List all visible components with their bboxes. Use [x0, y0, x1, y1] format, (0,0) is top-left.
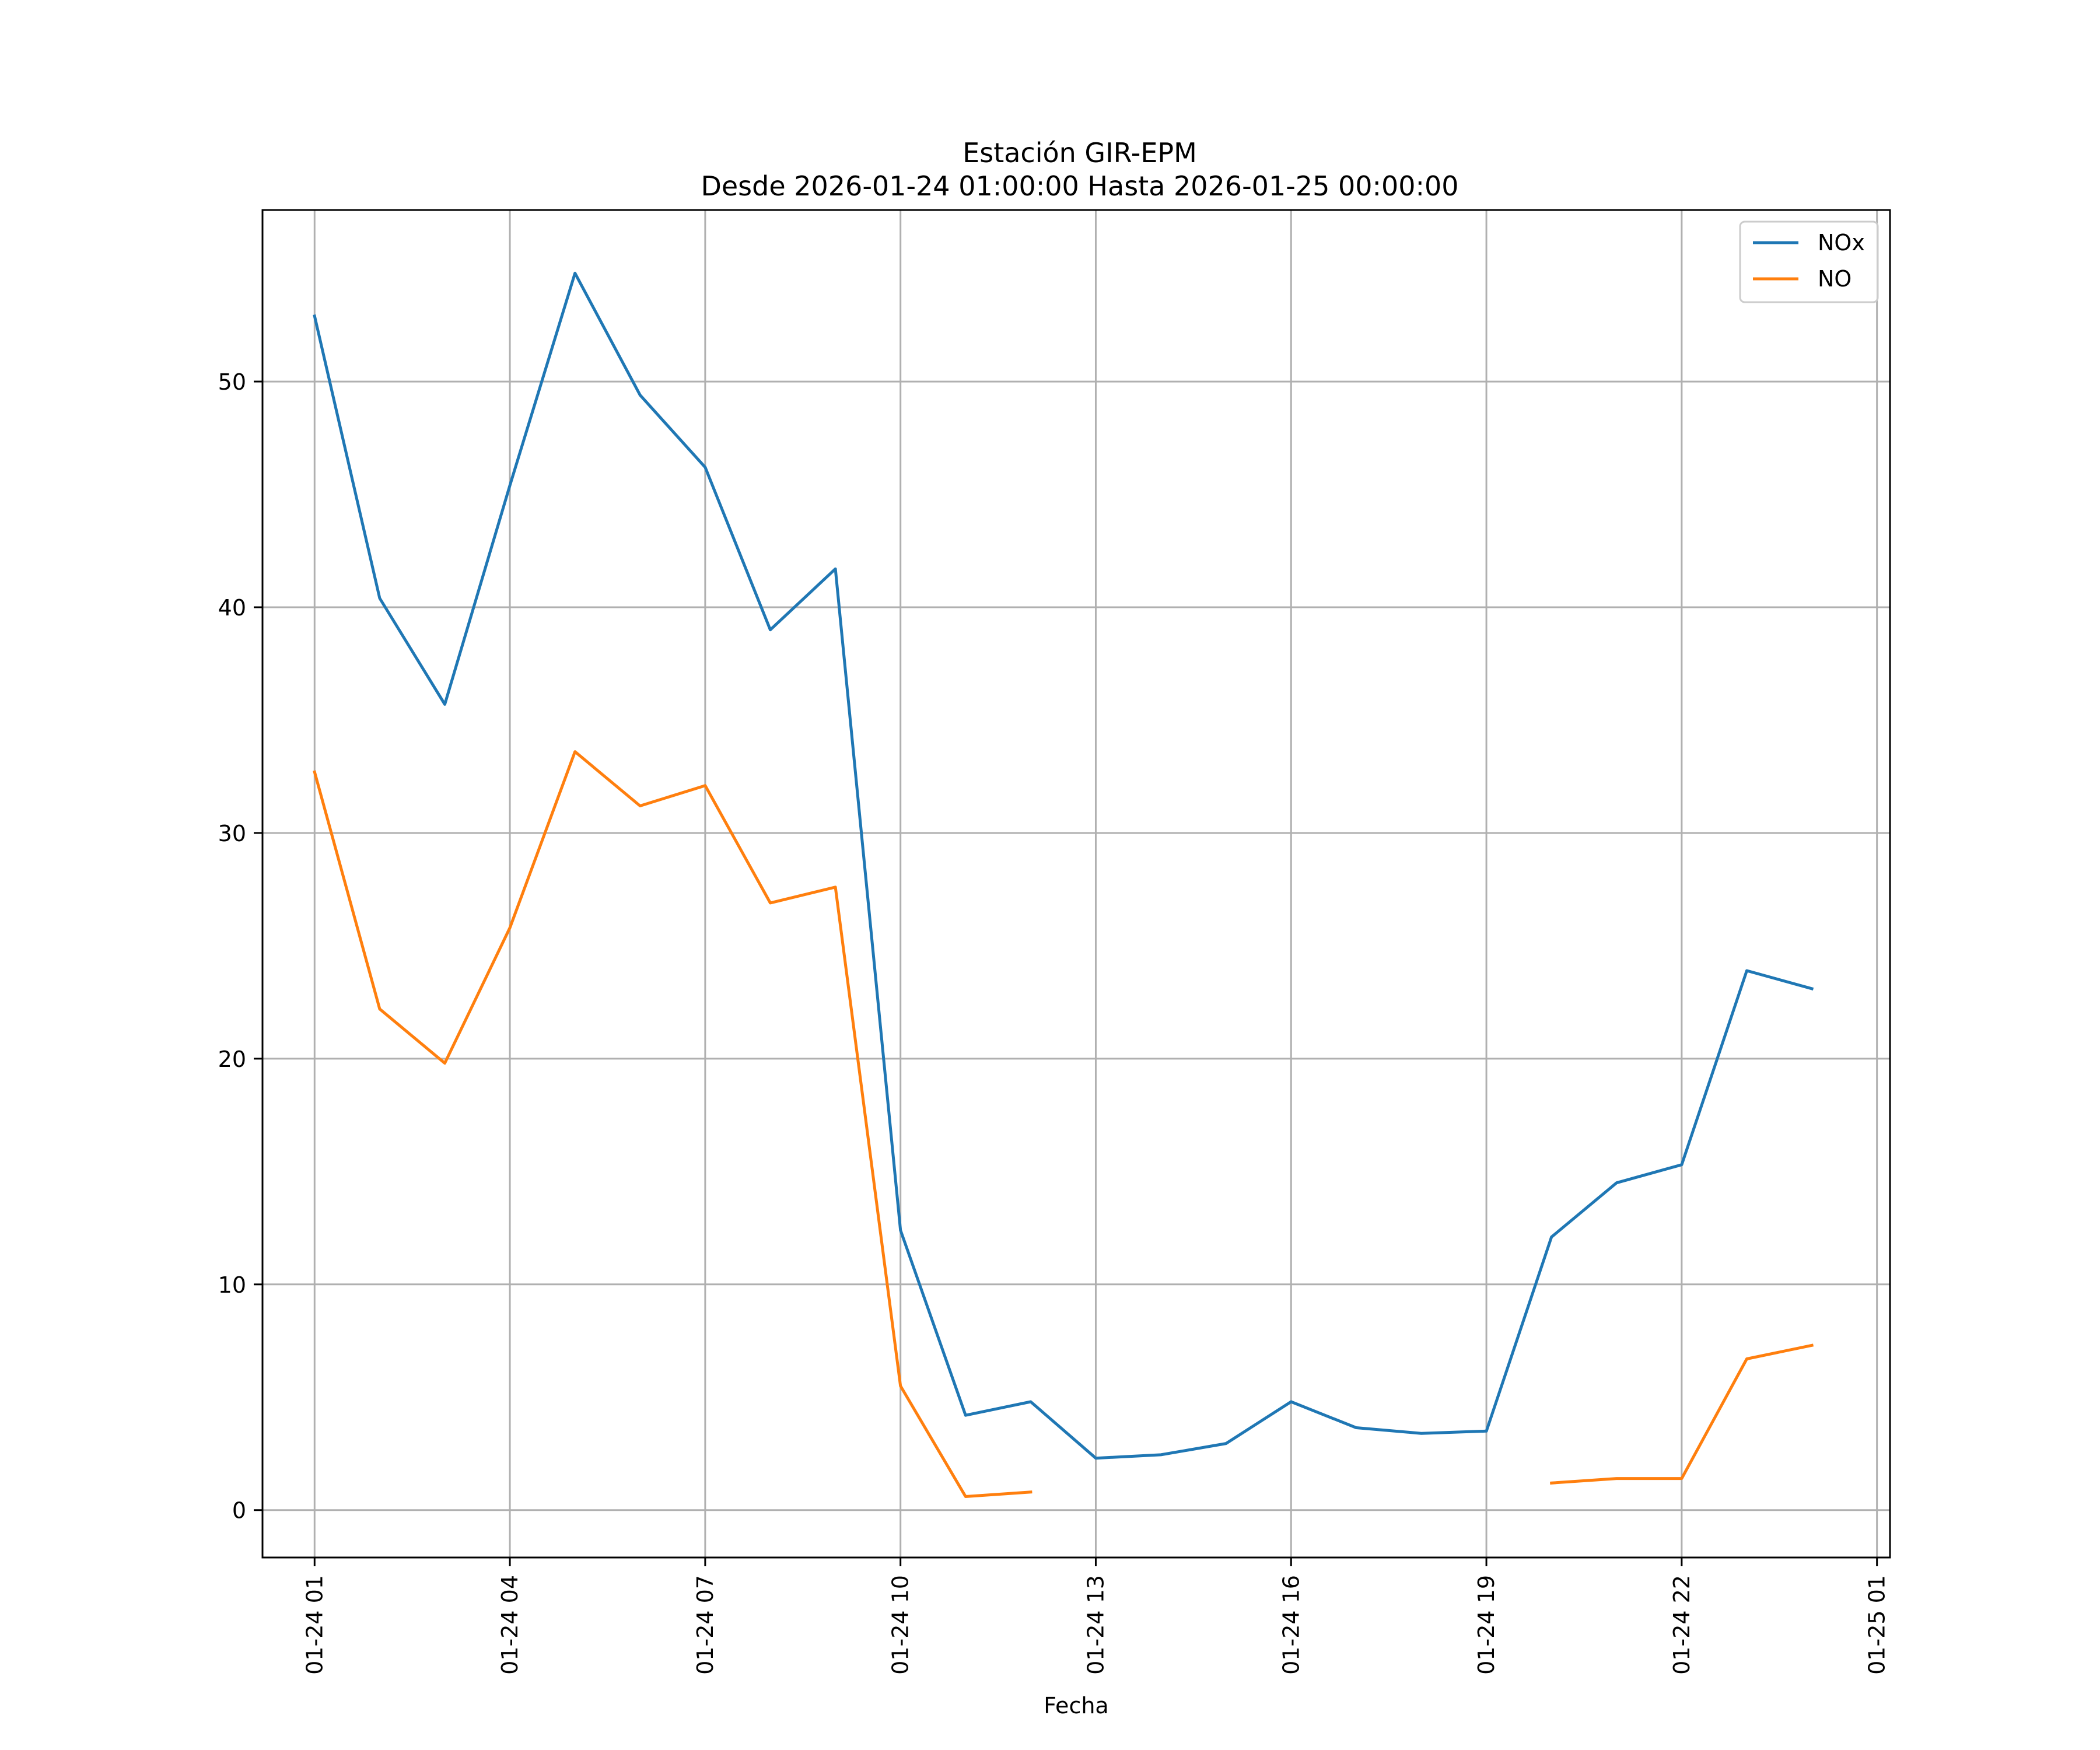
y-axis: 0 10 20 30 40 50 [218, 369, 262, 1524]
x-tick-label: 01-24 19 [1474, 1575, 1499, 1675]
x-tick-label: 01-24 01 [302, 1575, 327, 1675]
x-tick-label: 01-24 16 [1278, 1575, 1304, 1675]
grid [262, 210, 1890, 1558]
x-axis: 01-24 01 01-24 04 01-24 07 01-24 10 01-24 13… [302, 1558, 1890, 1675]
y-tick-label: 40 [218, 595, 246, 621]
chart-title: Estación GIR-EPM [963, 137, 1197, 169]
series-nox-segment [313, 271, 1814, 1460]
chart-subtitle: Desde 2026-01-24 01:00:00 Hasta 2026-01-… [701, 170, 1458, 202]
y-tick-label: 10 [218, 1272, 246, 1298]
series-no-segment [313, 750, 1032, 1498]
plot-area [262, 210, 1890, 1558]
x-tick-label: 01-24 22 [1669, 1575, 1695, 1675]
y-tick-label: 0 [232, 1498, 246, 1524]
series-no-line [313, 750, 1814, 1498]
x-tick-label: 01-24 13 [1083, 1575, 1108, 1675]
series-no-segment [1550, 1343, 1814, 1485]
y-tick-label: 20 [218, 1046, 246, 1072]
x-tick-label: 01-24 04 [497, 1575, 523, 1675]
y-tick-label: 50 [218, 369, 246, 395]
x-axis-label: Fecha [1044, 1693, 1108, 1718]
y-tick-label: 30 [218, 821, 246, 846]
x-tick-label: 01-25 01 [1864, 1575, 1890, 1675]
series-lines [313, 271, 1814, 1498]
x-tick-label: 01-24 10 [888, 1575, 914, 1675]
legend-label-nox: NOx [1818, 230, 1865, 256]
x-tick-label: 01-24 07 [692, 1575, 718, 1675]
plot-frame [261, 209, 1891, 1559]
legend: NOx NO [1739, 220, 1879, 303]
series-nox-line [313, 271, 1814, 1460]
legend-label-no: NO [1818, 266, 1852, 292]
